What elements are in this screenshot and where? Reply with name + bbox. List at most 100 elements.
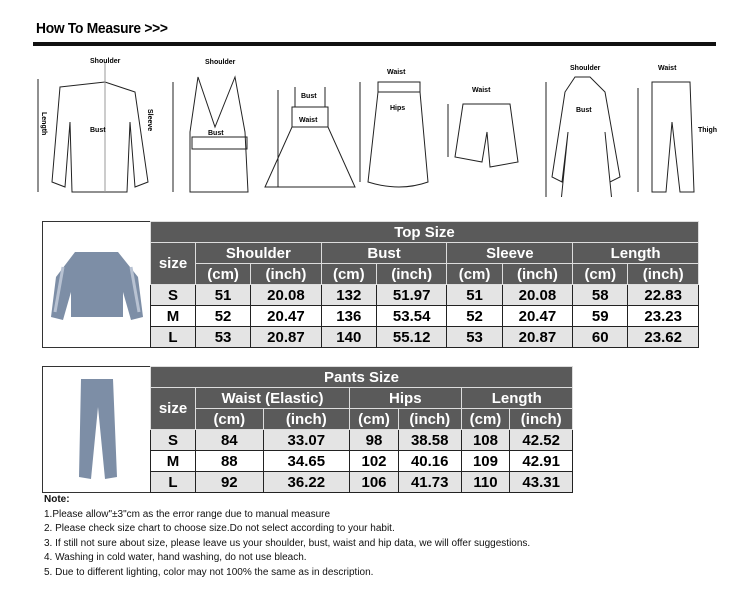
unit-inch: (inch) bbox=[375, 263, 448, 285]
column-group-header: Sleeve bbox=[446, 242, 574, 264]
value-cell: 110 bbox=[460, 471, 511, 493]
value-cell: 136 bbox=[320, 305, 377, 327]
value-cell: 20.87 bbox=[250, 326, 322, 348]
value-cell: 98 bbox=[349, 429, 399, 451]
top-size-table: Top Size size Shoulder Bust Sleeve Length (cm)… bbox=[150, 221, 699, 348]
column-group-header: Hips bbox=[349, 387, 462, 409]
size-cell: M bbox=[150, 450, 196, 472]
value-cell: 20.08 bbox=[250, 284, 322, 306]
value-cell: 51 bbox=[194, 284, 252, 306]
column-group-header: Length bbox=[572, 242, 699, 264]
note-item: 2. Please check size chart to choose siz… bbox=[44, 523, 395, 535]
svg-text:Waist: Waist bbox=[299, 117, 318, 124]
skirt-sketch: Waist Hips bbox=[359, 69, 429, 188]
svg-text:Waist: Waist bbox=[658, 65, 677, 72]
value-cell: 23.62 bbox=[627, 326, 699, 348]
unit-cm: (cm) bbox=[460, 408, 511, 430]
size-cell: S bbox=[150, 429, 196, 451]
svg-text:Shoulder: Shoulder bbox=[205, 59, 236, 66]
svg-text:Length: Length bbox=[40, 112, 47, 135]
note-item: 3. If still not sure about size, please … bbox=[44, 537, 531, 549]
table-title: Top Size bbox=[150, 221, 699, 243]
value-cell: 53 bbox=[194, 326, 252, 348]
value-cell: 92 bbox=[195, 471, 264, 493]
value-cell: 59 bbox=[572, 305, 629, 327]
tank-top-sketch: Shoulder Bust bbox=[172, 59, 249, 193]
shorts-sketch: Waist bbox=[447, 87, 519, 168]
column-group-header: Bust bbox=[320, 242, 448, 264]
units-row: (cm) (inch) (cm) (inch) (cm) (inch) (cm) (inch) bbox=[151, 263, 699, 285]
page-title: How To Measure >>> bbox=[36, 20, 168, 37]
blouse-sketch: Shoulder Bust Length Sleeve bbox=[37, 58, 153, 193]
value-cell: 43.31 bbox=[509, 471, 573, 493]
table-title-row: Top Size bbox=[150, 221, 699, 243]
svg-text:Shoulder: Shoulder bbox=[570, 65, 601, 72]
svg-text:Sleeve: Sleeve bbox=[146, 109, 153, 131]
coat-sketch: Shoulder Bust bbox=[545, 65, 621, 197]
pants-image bbox=[42, 366, 151, 493]
column-group-header: Waist (Elastic) bbox=[194, 387, 351, 409]
value-cell: 33.07 bbox=[262, 429, 351, 451]
value-cell: 41.73 bbox=[397, 471, 462, 493]
value-cell: 20.87 bbox=[501, 326, 574, 348]
value-cell: 109 bbox=[460, 450, 511, 472]
value-cell: 53 bbox=[446, 326, 503, 348]
unit-inch: (inch) bbox=[509, 408, 573, 430]
value-cell: 36.22 bbox=[262, 471, 351, 493]
value-cell: 22.83 bbox=[627, 284, 699, 306]
table-title-row: Pants Size bbox=[150, 366, 573, 388]
value-cell: 132 bbox=[320, 284, 377, 306]
table-header-row: size Shoulder Bust Sleeve Length bbox=[150, 242, 699, 285]
table-title: Pants Size bbox=[150, 366, 573, 388]
column-group-header: Length bbox=[460, 387, 574, 409]
table-row: L 92 36.22 106 41.73 110 43.31 bbox=[150, 471, 573, 493]
value-cell: 51 bbox=[446, 284, 503, 306]
value-cell: 34.65 bbox=[262, 450, 351, 472]
value-cell: 88 bbox=[195, 450, 264, 472]
value-cell: 42.91 bbox=[509, 450, 573, 472]
table-row: S 84 33.07 98 38.58 108 42.52 bbox=[150, 429, 573, 451]
value-cell: 55.12 bbox=[375, 326, 448, 348]
unit-inch: (inch) bbox=[250, 263, 322, 285]
svg-text:Bust: Bust bbox=[208, 130, 224, 137]
pants-sketch: Waist Thigh bbox=[637, 65, 717, 193]
notes-heading: Note: bbox=[44, 494, 70, 505]
size-header: size bbox=[150, 387, 196, 430]
how-to-measure-diagram: Shoulder Bust Length Sleeve Shoulder Bus… bbox=[37, 58, 717, 197]
value-cell: 106 bbox=[349, 471, 399, 493]
value-cell: 51.97 bbox=[375, 284, 448, 306]
svg-text:Thigh: Thigh bbox=[698, 127, 717, 134]
unit-cm: (cm) bbox=[195, 408, 264, 430]
unit-inch: (inch) bbox=[501, 263, 574, 285]
value-cell: 52 bbox=[194, 305, 252, 327]
size-header: size bbox=[150, 242, 196, 285]
table-row: L 53 20.87 140 55.12 53 20.87 60 23.62 bbox=[150, 326, 699, 348]
size-cell: L bbox=[150, 326, 196, 348]
value-cell: 60 bbox=[572, 326, 629, 348]
sweatpants-icon bbox=[79, 379, 117, 479]
sweatshirt-image bbox=[42, 221, 151, 348]
table-header-row: size Waist (Elastic) Hips Length bbox=[150, 387, 574, 430]
size-cell: L bbox=[150, 471, 196, 493]
unit-inch: (inch) bbox=[262, 408, 351, 430]
value-cell: 20.47 bbox=[250, 305, 322, 327]
value-cell: 53.54 bbox=[375, 305, 448, 327]
unit-cm: (cm) bbox=[572, 263, 629, 285]
value-cell: 38.58 bbox=[397, 429, 462, 451]
value-cell: 102 bbox=[349, 450, 399, 472]
size-cell: S bbox=[150, 284, 196, 306]
table-row: M 52 20.47 136 53.54 52 20.47 59 23.23 bbox=[150, 305, 699, 327]
label-shoulder: Shoulder bbox=[90, 58, 121, 65]
unit-cm: (cm) bbox=[446, 263, 503, 285]
column-group-header: Shoulder bbox=[195, 242, 322, 264]
value-cell: 20.47 bbox=[501, 305, 574, 327]
table-row: S 51 20.08 132 51.97 51 20.08 58 22.83 bbox=[150, 284, 699, 306]
sweatshirt-icon bbox=[51, 252, 143, 320]
unit-cm: (cm) bbox=[349, 408, 399, 430]
note-item: 4. Washing in cold water, hand washing, … bbox=[44, 552, 307, 564]
note-item: 5. Due to different lighting, color may … bbox=[44, 566, 374, 578]
size-cell: M bbox=[150, 305, 196, 327]
value-cell: 52 bbox=[446, 305, 503, 327]
value-cell: 140 bbox=[320, 326, 377, 348]
units-row: (cm) (inch) (cm) (inch) (cm) (inch) bbox=[151, 408, 573, 430]
